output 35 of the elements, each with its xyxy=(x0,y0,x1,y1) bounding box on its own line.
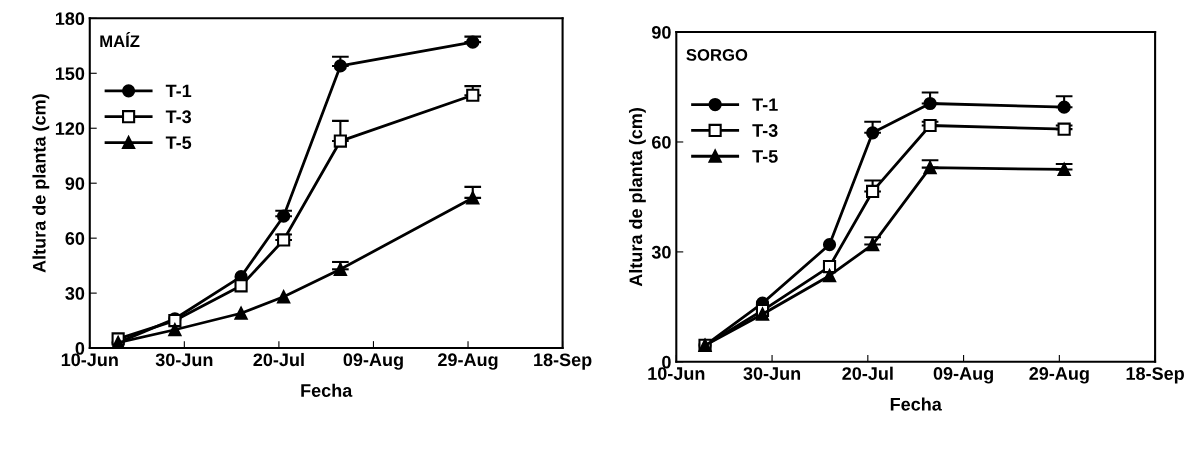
y-tick-label: 60 xyxy=(65,232,85,245)
annotation: SORGO xyxy=(686,48,748,61)
y-axis-title: Altura de planta (cm) xyxy=(628,108,646,287)
x-tick-label: 10-Jun xyxy=(648,367,705,380)
x-tick-label: 10-Jun xyxy=(61,353,118,367)
y-tick-label: 60 xyxy=(652,135,671,149)
x-tick-label: 29-Aug xyxy=(438,353,498,370)
x-tick-label: 09-Aug xyxy=(343,353,403,370)
x-tick-label: 18-Sep xyxy=(1126,367,1184,384)
legend-label: T-1 xyxy=(752,98,778,111)
legend-label: T-5 xyxy=(752,150,778,163)
x-tick-label: 20-Jul xyxy=(842,366,893,380)
legend-label: T-5 xyxy=(165,136,192,150)
x-tick-label: 20-Jul xyxy=(253,352,304,367)
legend-label: T-1 xyxy=(165,84,192,98)
y-tick-label: 0 xyxy=(662,355,671,369)
x-tick-label: 30-Jun xyxy=(155,353,213,367)
y-tick-label: 90 xyxy=(65,177,85,190)
legend-label: T-3 xyxy=(752,124,778,137)
x-tick-label: 30-Jun xyxy=(743,367,801,380)
y-tick-label: 90 xyxy=(651,25,671,39)
legend-label: T-3 xyxy=(165,110,192,124)
x-axis-title: Fecha xyxy=(890,397,942,411)
x-axis-title: Fecha xyxy=(301,383,353,397)
x-tick-label: 29-Aug xyxy=(1029,367,1089,384)
x-tick-label: 18-Sep xyxy=(534,353,592,370)
x-tick-label: 09-Aug xyxy=(933,367,993,384)
y-tick-label: 30 xyxy=(65,287,85,300)
y-tick-label: 180 xyxy=(55,12,85,26)
y-tick-label: 0 xyxy=(75,342,85,355)
y-tick-label: 30 xyxy=(651,245,671,259)
annotation: MAÍZ xyxy=(100,32,140,47)
y-tick-label: 120 xyxy=(55,122,85,135)
y-tick-label: 150 xyxy=(55,67,85,80)
y-axis-title: Altura de planta (cm) xyxy=(32,94,50,273)
